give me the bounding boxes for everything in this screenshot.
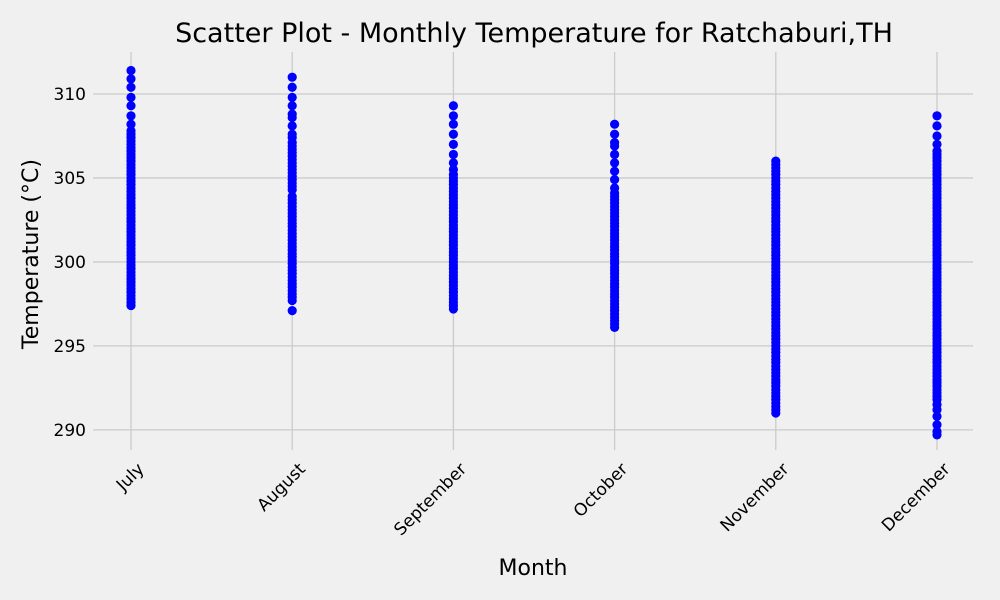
data-point [932,121,942,131]
y-axis-label: Temperature (°C) [19,159,44,350]
y-tick-label: 295 [54,337,86,357]
data-point [126,101,136,111]
data-point [610,183,620,193]
data-point [448,149,458,160]
y-tick-label: 290 [54,421,86,441]
data-point [287,129,297,139]
y-tick-label: 310 [54,85,86,105]
data-points [126,65,942,440]
data-point [610,158,620,168]
data-point [932,146,942,156]
data-point [126,65,136,76]
data-point [126,126,136,136]
data-point [610,119,620,129]
data-point [448,158,458,168]
data-point [610,129,620,139]
data-point [287,109,297,119]
data-point [126,119,136,129]
data-point [932,139,942,149]
data-point [610,166,620,176]
data-point [610,149,620,160]
data-point [126,82,136,92]
data-point [932,411,942,422]
data-point [287,191,297,202]
data-point [610,138,620,148]
data-point [771,156,781,166]
x-axis-label: Month [499,556,568,581]
y-tick-label: 300 [54,253,86,273]
y-tick-label: 305 [54,169,86,189]
data-point [932,426,942,437]
data-point [448,129,458,139]
data-point [448,164,458,175]
chart-title: Scatter Plot - Monthly Temperature for R… [175,18,893,49]
data-point [448,101,458,111]
data-point [126,74,136,84]
data-point [287,92,297,102]
data-point [610,175,620,185]
data-point [287,101,297,111]
data-point [932,420,942,430]
data-point [287,121,297,131]
data-point [448,119,458,129]
data-point [448,111,458,121]
data-point [932,131,942,141]
data-point [287,72,297,82]
data-point [448,139,458,149]
data-point [126,92,136,102]
data-point [932,111,942,121]
data-point [287,306,297,316]
data-point [126,111,136,121]
data-point [287,82,297,92]
